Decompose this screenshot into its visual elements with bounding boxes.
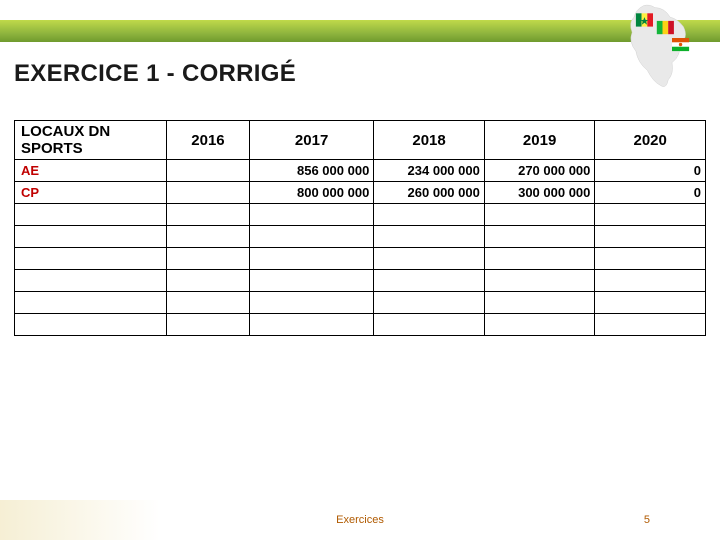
cell: 0 [595, 182, 706, 204]
cell: 270 000 000 [484, 160, 595, 182]
cell: 856 000 000 [249, 160, 373, 182]
table-body: AE 856 000 000 234 000 000 270 000 000 0… [15, 160, 706, 336]
col-header: 2016 [167, 121, 250, 160]
col-header: LOCAUX DN SPORTS [15, 121, 167, 160]
africa-logo [615, 0, 710, 95]
row-label: AE [15, 160, 167, 182]
cell: 234 000 000 [374, 160, 485, 182]
col-header: 2019 [484, 121, 595, 160]
flag-niger-icon [672, 38, 689, 51]
cell: 0 [595, 160, 706, 182]
cell: 800 000 000 [249, 182, 373, 204]
header-stripe [0, 38, 720, 42]
table-row [15, 204, 706, 226]
page-number: 5 [644, 514, 650, 526]
flag-mali-icon [657, 21, 674, 34]
row-label: CP [15, 182, 167, 204]
cell: 300 000 000 [484, 182, 595, 204]
cell [167, 160, 250, 182]
slide-title: EXERCICE 1 - CORRIGÉ [14, 60, 296, 88]
table-row: CP 800 000 000 260 000 000 300 000 000 0 [15, 182, 706, 204]
flag-senegal-icon [636, 13, 653, 26]
cell [167, 182, 250, 204]
table-row [15, 248, 706, 270]
col-header: 2017 [249, 121, 373, 160]
table-row [15, 292, 706, 314]
header-bar [0, 0, 720, 42]
table-row [15, 314, 706, 336]
col-header: 2018 [374, 121, 485, 160]
table-header-row: LOCAUX DN SPORTS 2016 2017 2018 2019 202… [15, 121, 706, 160]
table-row: AE 856 000 000 234 000 000 270 000 000 0 [15, 160, 706, 182]
footer-label: Exercices [0, 514, 720, 526]
cell: 260 000 000 [374, 182, 485, 204]
col-header: 2020 [595, 121, 706, 160]
table-row [15, 226, 706, 248]
table-row [15, 270, 706, 292]
data-table: LOCAUX DN SPORTS 2016 2017 2018 2019 202… [14, 120, 706, 336]
